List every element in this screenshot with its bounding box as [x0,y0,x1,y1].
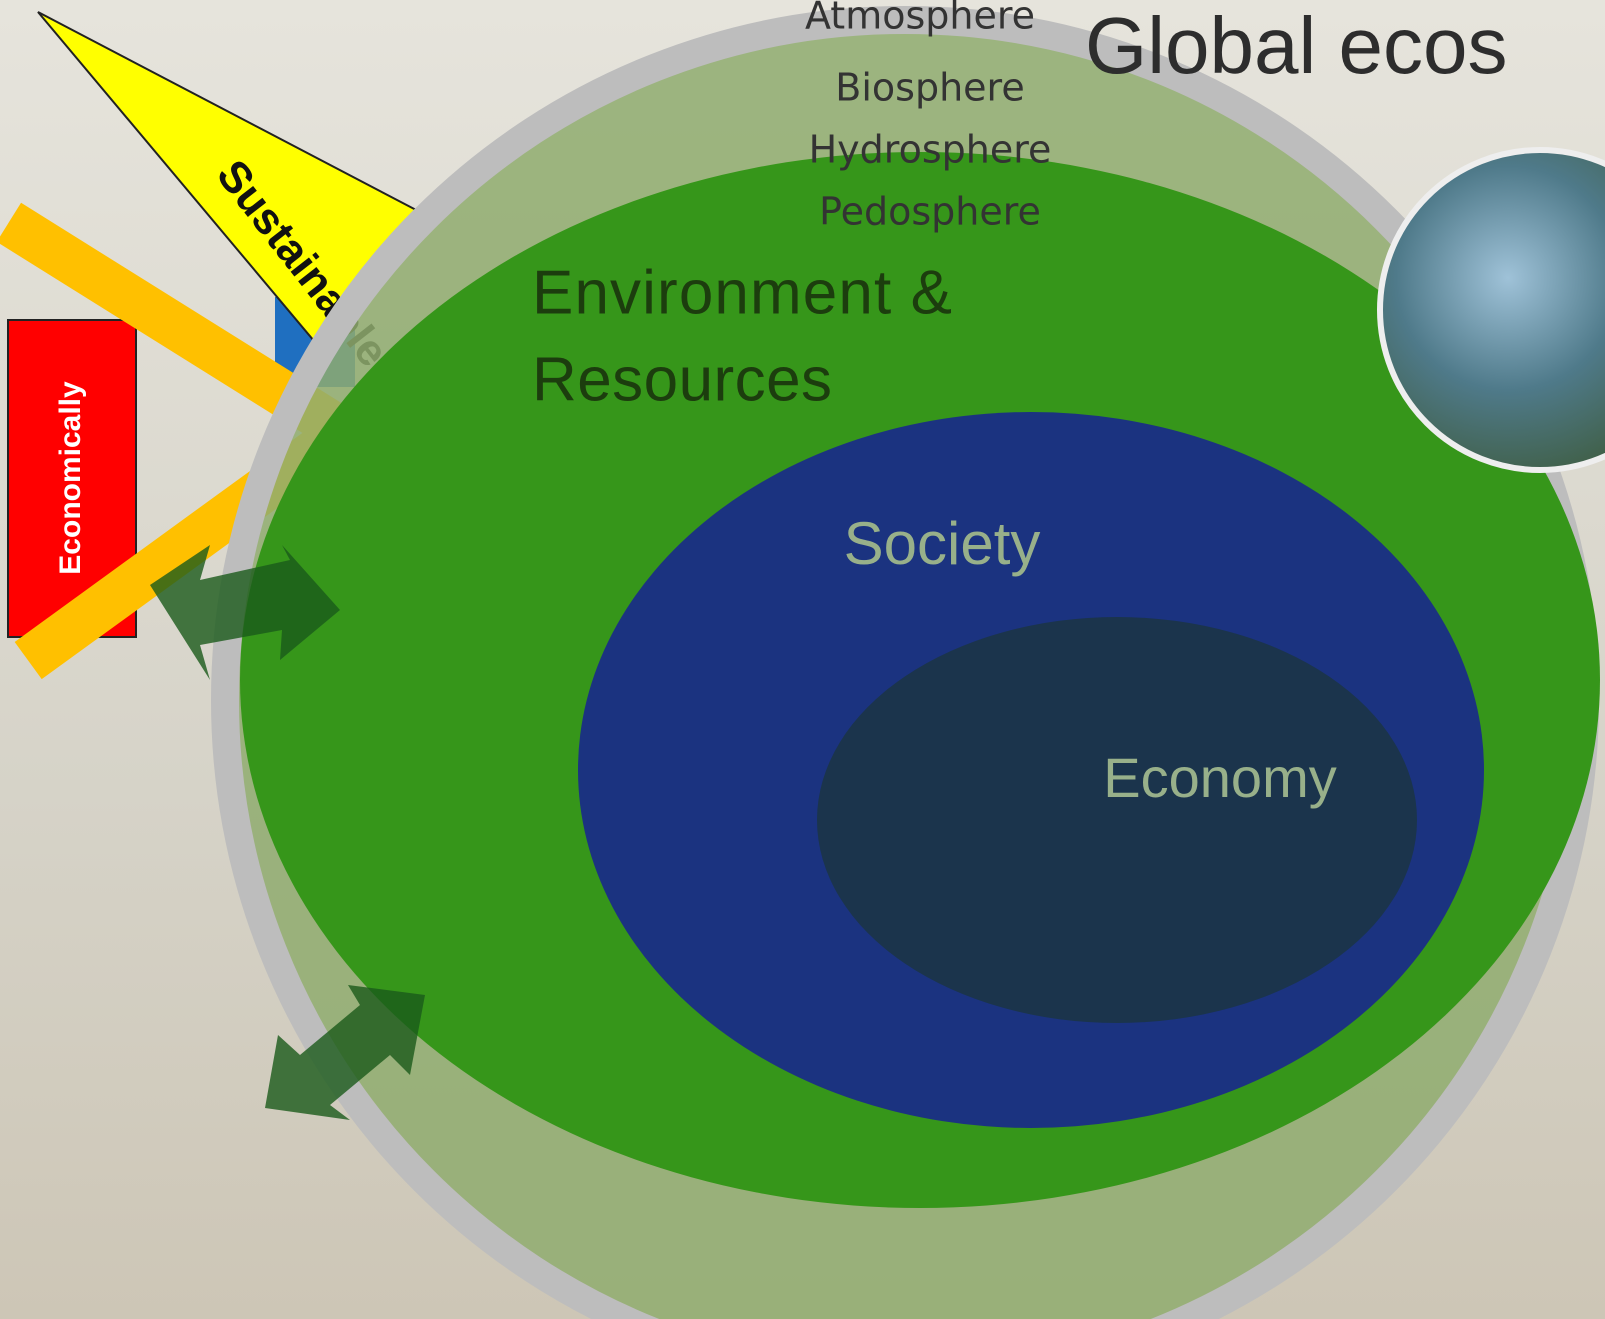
red-label: Economically [54,381,87,575]
title: Global ecos [1085,1,1507,90]
economy-label: Economy [1103,746,1336,809]
slide: Economically Sustainable Atmosphere Bios… [0,0,1605,1319]
sphere-label: Hydrosphere [809,128,1052,172]
sphere-label: Biosphere [835,66,1024,110]
page: Economically Sustainable Atmosphere Bios… [0,0,1605,1319]
environment-label: Resources [532,345,832,414]
sphere-label: Atmosphere [805,0,1035,38]
society-label: Society [844,510,1041,577]
economy-ellipse [817,617,1417,1023]
sphere-label: Pedosphere [819,190,1041,234]
environment-label: Environment & [532,258,952,327]
